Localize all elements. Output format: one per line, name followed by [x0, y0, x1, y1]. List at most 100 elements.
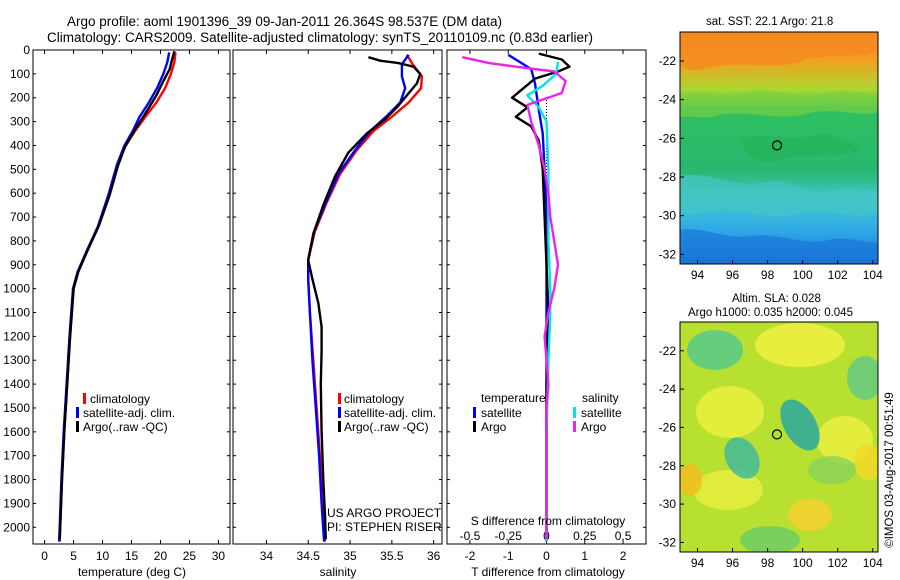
pressure-tick-label: 1100: [4, 306, 30, 320]
map-y-tick-label: -22: [659, 344, 677, 358]
map-y-tick-label: -30: [659, 209, 677, 223]
legend-label-climatology: climatology: [90, 392, 150, 406]
map-y-tick-label: -26: [659, 420, 677, 434]
x-tick-label: 34.5: [297, 549, 321, 563]
legend-swatch-argo: [338, 421, 341, 432]
pi-label: PI: STEPHEN RISER: [327, 520, 442, 534]
salinity-panel-frame: [232, 49, 443, 545]
profile-line-temperature-argo: [510, 52, 571, 540]
difference-legend: temperature salinity satellite Argo sate…: [473, 391, 622, 434]
legend-swatch-t-satellite: [473, 407, 476, 418]
pressure-tick-label: 1000: [3, 282, 30, 296]
x-tick-label: 30: [212, 549, 226, 563]
salinity-legend: climatology satellite-adj. clim. Argo(..…: [338, 392, 436, 434]
pressure-tick-label: 400: [10, 138, 30, 152]
salinity-axis-label: salinity: [320, 565, 357, 579]
legend-label-argo: Argo(..raw -QC): [344, 420, 429, 434]
pressure-tick-label: 800: [10, 234, 30, 248]
pressure-tick-label: 1600: [3, 425, 30, 439]
s-difference-axis-label: S difference from climatology: [471, 514, 626, 528]
pressure-tick-label: 200: [10, 91, 30, 105]
x-tick-label: 0: [41, 549, 48, 563]
profile-line-argo-raw-qc-: [58, 50, 176, 540]
map-y-tick-label: -32: [659, 535, 677, 549]
difference-profiles: [462, 52, 571, 542]
profile-line-salinity-argo: [462, 56, 567, 540]
legend-label-climatology: climatology: [344, 392, 404, 406]
legend-swatch-climatology: [338, 393, 341, 404]
temperature-x-ticks: 0 5 10 15 20 25 30: [41, 50, 225, 563]
x-tick-label: 5: [70, 549, 77, 563]
pressure-tick-label: 500: [10, 162, 30, 176]
map-x-tick-label: 100: [793, 556, 813, 570]
pressure-axis-labels: 0 100 200 300 400 500 600 700 800 900 1000 1100 1200…: [3, 43, 646, 534]
x-tick-label: 15: [125, 549, 139, 563]
map-x-tick-label: 100: [793, 268, 813, 282]
legend-swatch-climatology: [83, 393, 86, 404]
pressure-tick-label: 0: [23, 43, 30, 57]
profile-line-climatology: [307, 54, 424, 542]
sla-map-subtitle: Argo h1000: 0.035 h2000: 0.045: [688, 307, 853, 319]
map-y-tick-label: -32: [659, 247, 677, 261]
map-y-tick-label: -22: [659, 54, 677, 68]
legend-swatch-satellite: [338, 407, 341, 418]
legend-label-s-argo: Argo: [581, 420, 607, 434]
map-x-tick-label: 98: [761, 268, 775, 282]
pressure-tick-label: 700: [10, 210, 30, 224]
pressure-tick-label: 1400: [3, 377, 30, 391]
map-x-tick-label: 96: [726, 268, 740, 282]
pressure-tick-label: 1900: [3, 496, 30, 510]
x-tick-label: 25: [183, 549, 197, 563]
profile-line-satellite-adj-clim-: [57, 52, 171, 542]
map-y-tick-label: -24: [659, 93, 677, 107]
legend-title-temperature: temperature: [481, 391, 546, 405]
pressure-tick-label: 1200: [3, 329, 30, 343]
map-x-tick-label: 96: [726, 556, 740, 570]
pressure-tick-label: 900: [10, 258, 30, 272]
x-tick-label: 1: [581, 549, 588, 563]
map-y-tick-label: -28: [659, 170, 677, 184]
x-tick-label: 0: [543, 549, 550, 563]
x-tick-label: 10: [96, 549, 110, 563]
x-tick-label: 35.5: [380, 549, 404, 563]
legend-label-t-argo: Argo: [481, 420, 507, 434]
map-x-tick-label: 98: [761, 556, 775, 570]
legend-label-satellite: satellite-adj. clim.: [344, 406, 436, 420]
map-x-tick-label: 102: [828, 556, 848, 570]
map-y-tick-label: -28: [659, 459, 677, 473]
sst-map-ticks: 94 96 98 100 102 104 -22 -24 -26 -28 -30 -32: [659, 54, 883, 282]
map-y-tick-label: -30: [659, 497, 677, 511]
x-tick-label: 20: [154, 549, 168, 563]
imos-credit: ©IMOS 03-Aug-2017 00:51:49: [884, 392, 896, 548]
sla-map-frame: [679, 321, 879, 553]
sla-map-ticks: 94 96 98 100 102 104 -22 -24 -26 -28 -30 -32: [659, 344, 883, 570]
s-difference-tick-label: 0.5: [615, 529, 632, 543]
legend-label-satellite: satellite-adj. clim.: [83, 406, 175, 420]
temperature-axis-label: temperature (deg C): [78, 565, 186, 579]
t-difference-axis-label: T difference from climatology: [471, 565, 625, 579]
legend-swatch-s-argo: [573, 421, 576, 432]
legend-title-salinity: salinity: [582, 391, 619, 405]
temperature-profiles: [57, 50, 177, 542]
legend-label-s-satellite: satellite: [581, 406, 622, 420]
profile-line-argo-raw-qc-: [307, 56, 422, 540]
legend-swatch-s-satellite: [573, 407, 576, 418]
difference-x-ticks: -2 -1 0 1 2: [465, 50, 627, 563]
sla-map-field: [680, 322, 878, 552]
pressure-tick-label: 1500: [3, 401, 30, 415]
pressure-tick-label: 300: [10, 115, 30, 129]
map-x-tick-label: 104: [863, 556, 883, 570]
pressure-tick-label: 1800: [3, 473, 30, 487]
x-tick-label: 35: [343, 549, 357, 563]
map-x-tick-label: 94: [691, 268, 705, 282]
map-x-tick-label: 102: [828, 268, 848, 282]
map-y-tick-label: -26: [659, 131, 677, 145]
sst-map-frame: [679, 31, 879, 265]
pressure-tick-label: 1700: [3, 449, 30, 463]
temperature-legend: climatology satellite-adj. clim. Argo(..…: [76, 392, 175, 434]
header-title: Argo profile: aoml 1901396_39 09-Jan-201…: [67, 14, 502, 29]
legend-swatch-satellite: [76, 407, 79, 418]
pressure-tick-label: 600: [10, 186, 30, 200]
sla-argo-location-marker: [771, 429, 783, 440]
legend-swatch-argo: [76, 421, 79, 432]
